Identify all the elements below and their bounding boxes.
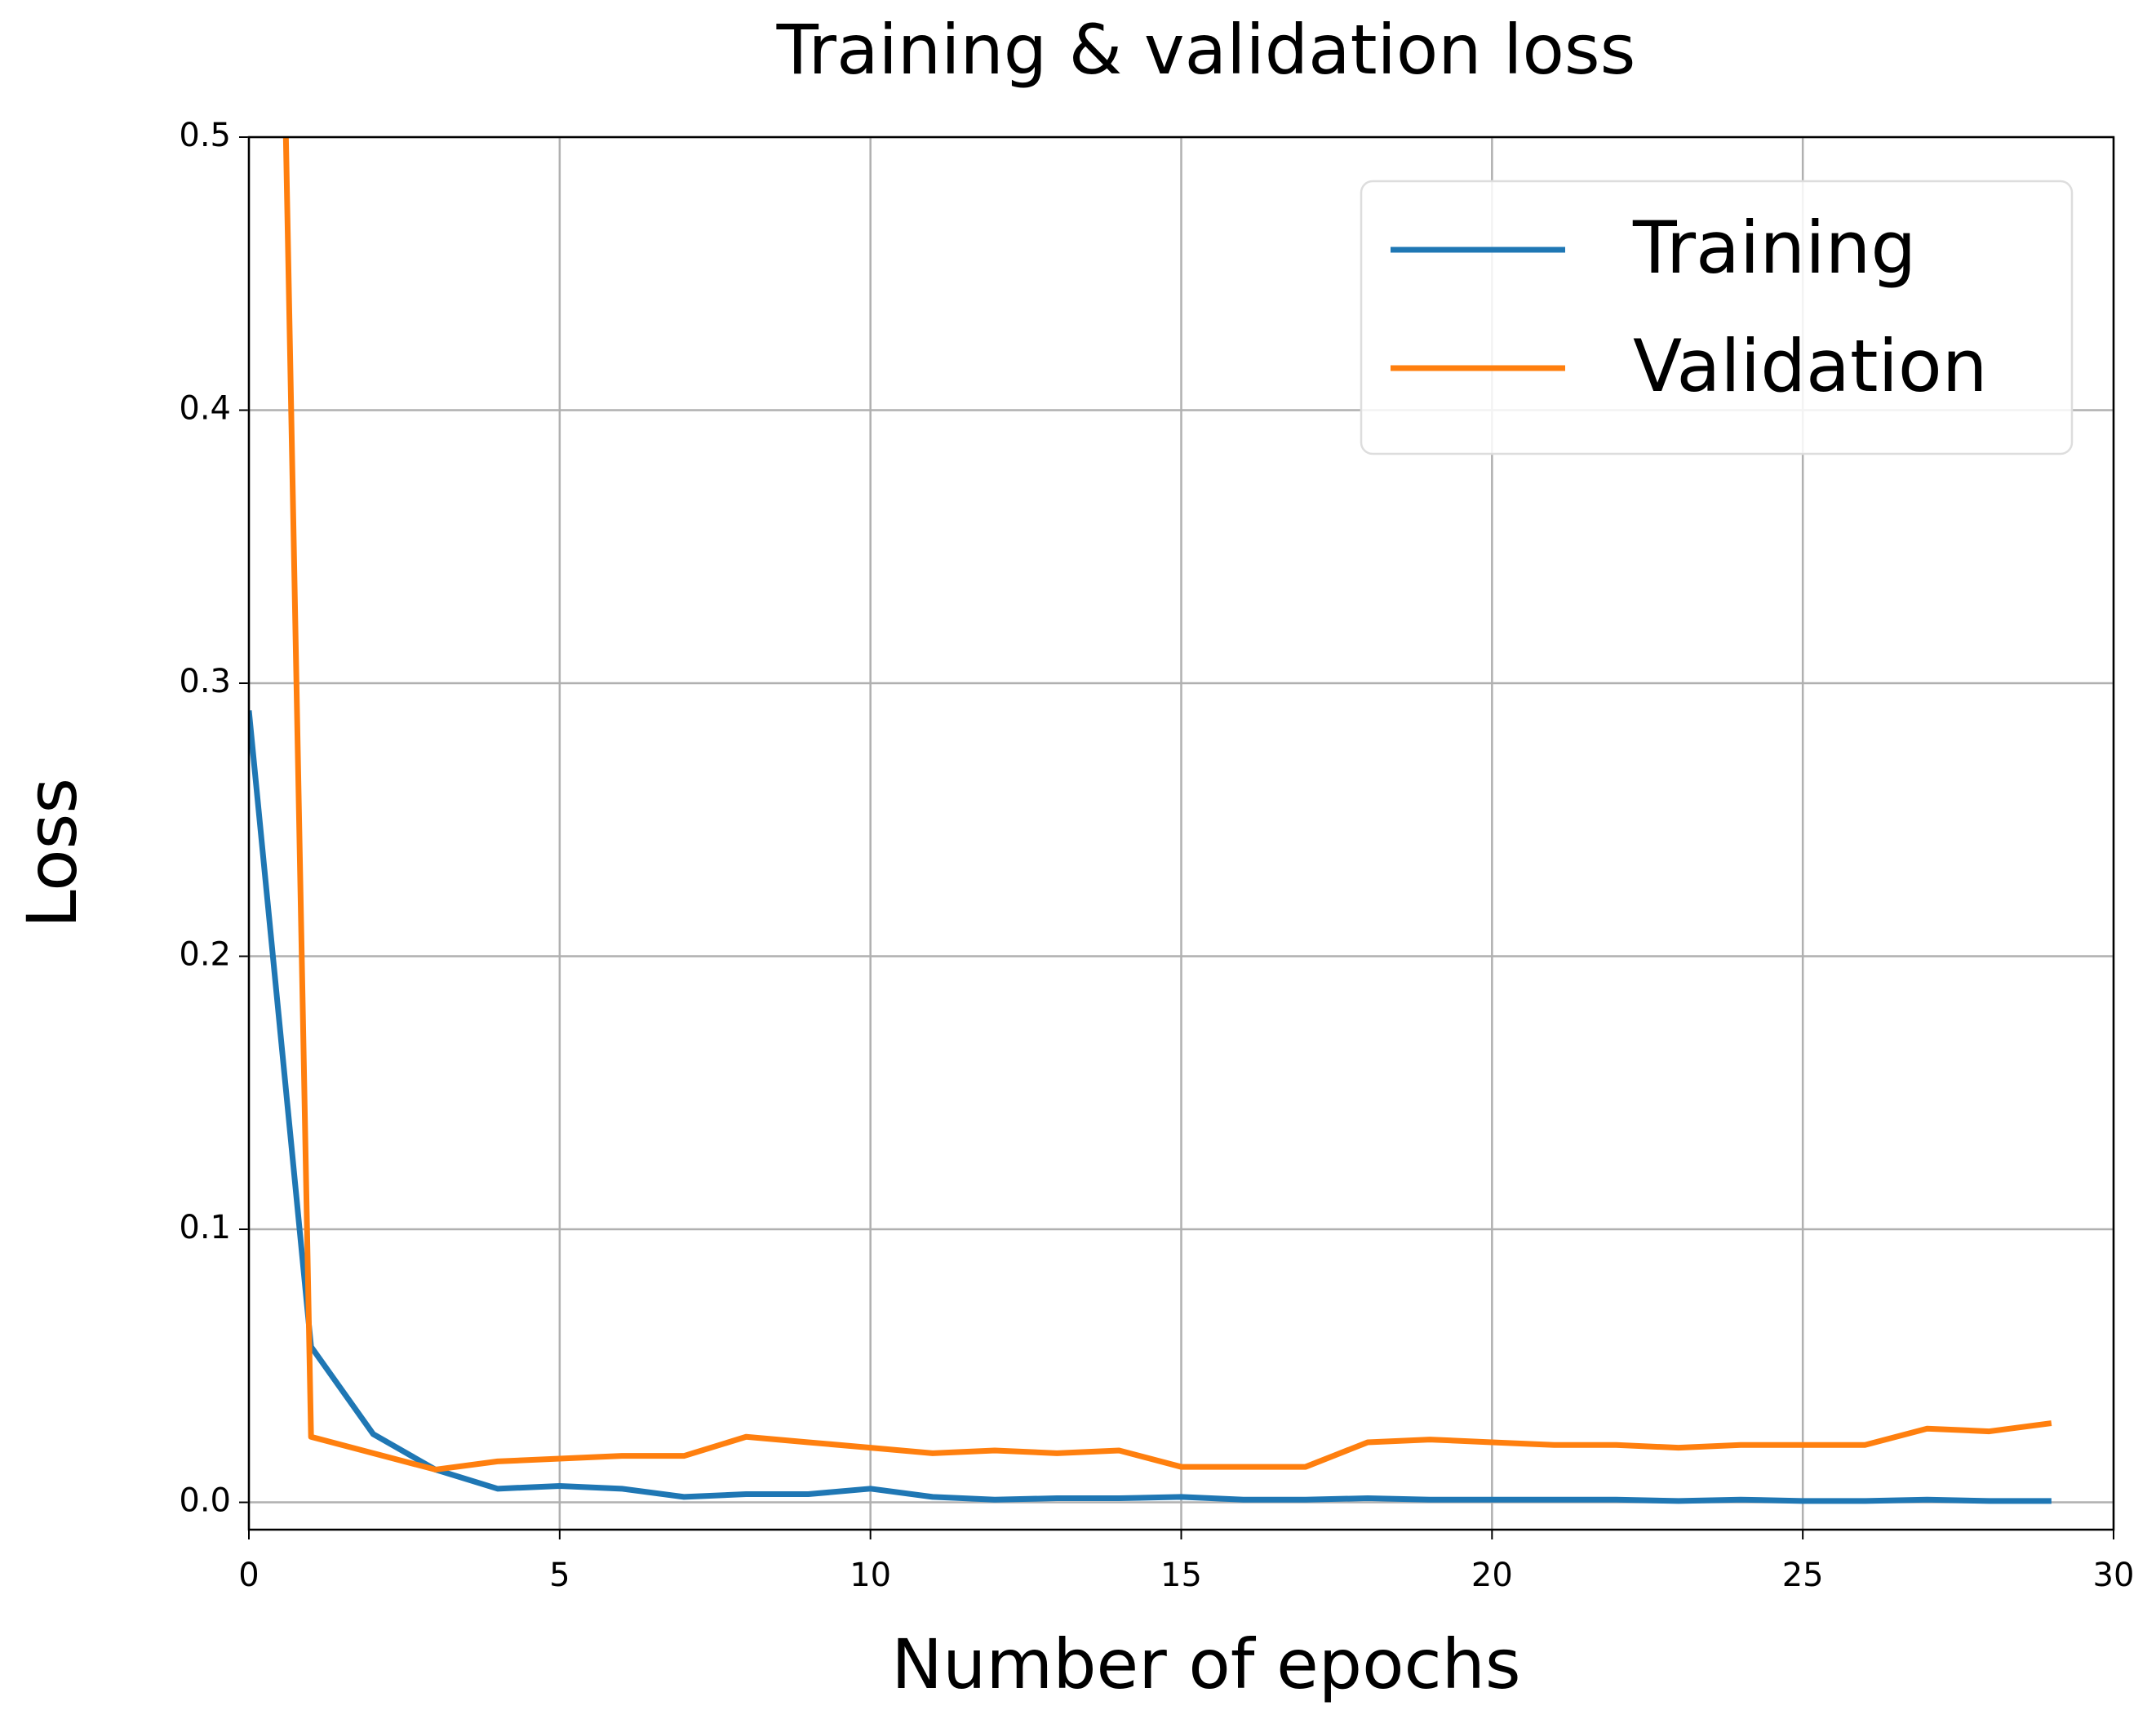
x-tick-label: 5 <box>549 1557 570 1594</box>
legend-label: Training <box>1632 206 1916 290</box>
x-tick-label: 25 <box>1782 1557 1824 1594</box>
x-axis-label: Number of epochs <box>891 1624 1520 1704</box>
y-tick-label: 0.1 <box>179 1209 231 1246</box>
y-tick-label: 0.4 <box>179 390 231 428</box>
x-tick-label: 10 <box>850 1557 891 1594</box>
plot-frame <box>247 135 2115 1531</box>
x-tick-label: 20 <box>1471 1557 1513 1594</box>
chart-title: Training & validation loss <box>776 10 1636 90</box>
legend: Training Validation <box>1360 180 2074 455</box>
x-tick-label: 0 <box>238 1557 259 1594</box>
y-axis-label: Loss <box>12 778 92 928</box>
y-tick-label: 0.0 <box>179 1482 231 1520</box>
y-tick-label: 0.2 <box>179 936 231 974</box>
plot-area <box>249 137 2052 1504</box>
series-line <box>249 710 2052 1504</box>
y-tick-label: 0.3 <box>179 663 231 700</box>
x-tick-label: 30 <box>2093 1557 2135 1594</box>
y-tick-label: 0.5 <box>179 117 231 154</box>
legend-label: Validation <box>1633 324 1988 408</box>
series-line <box>282 137 2052 1473</box>
x-tick-label: 15 <box>1160 1557 1202 1594</box>
